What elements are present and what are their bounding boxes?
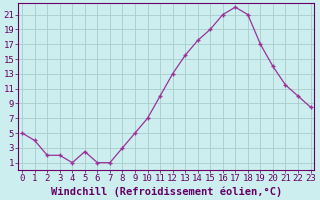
X-axis label: Windchill (Refroidissement éolien,°C): Windchill (Refroidissement éolien,°C) bbox=[51, 186, 282, 197]
